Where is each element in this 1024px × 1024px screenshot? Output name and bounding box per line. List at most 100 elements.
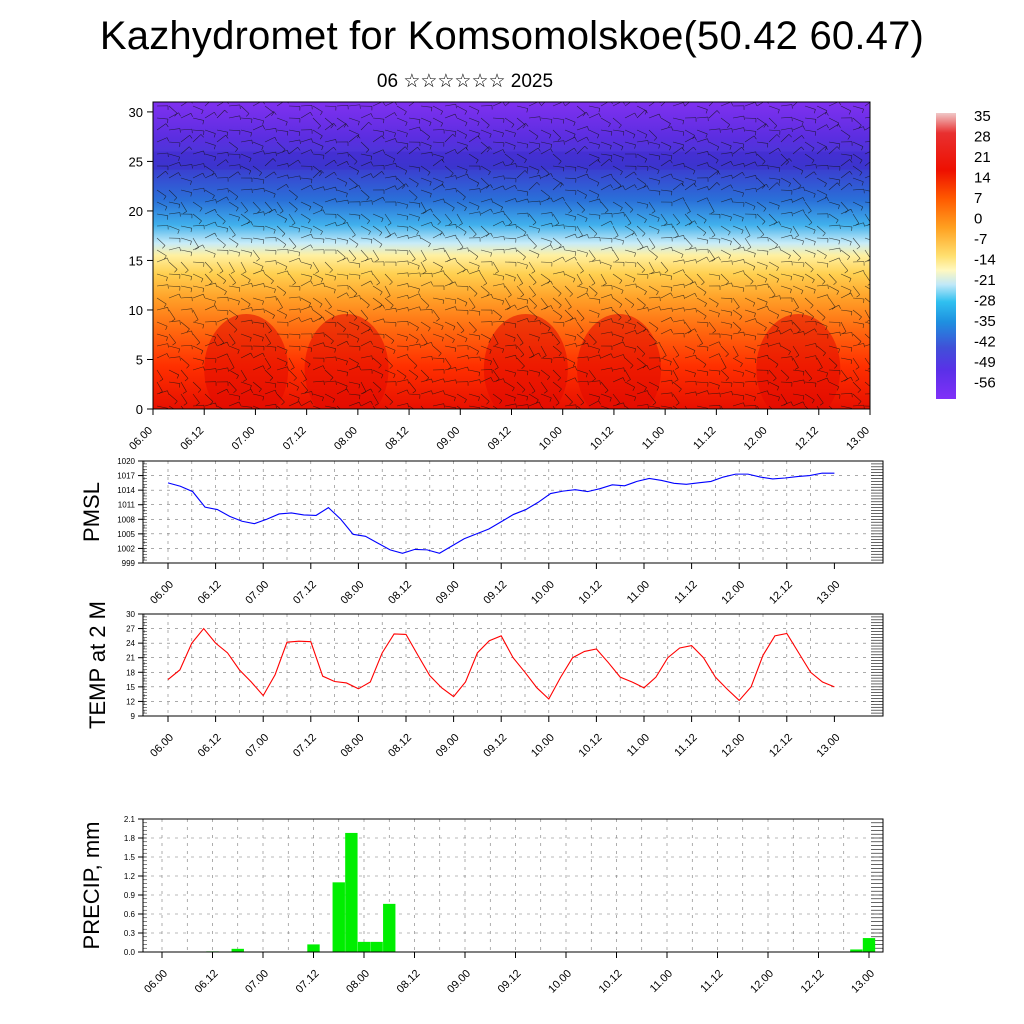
wind-barb-flag — [273, 111, 277, 115]
wind-barb-flag — [670, 329, 673, 334]
wind-barb-flag — [475, 256, 479, 260]
wind-barb — [180, 369, 189, 379]
wind-barb-flag — [777, 109, 780, 114]
wind-barb — [384, 225, 392, 236]
cross-section-x-tick-label: 06.12 — [178, 425, 206, 453]
wind-barb-flag — [323, 186, 325, 191]
wind-barb-flag — [488, 171, 491, 176]
wind-barb — [468, 285, 478, 294]
wind-barb-flag — [179, 162, 181, 167]
wind-barb — [312, 405, 323, 409]
wind-barb-flag — [597, 134, 600, 139]
wind-barb-flag — [343, 123, 347, 128]
wind-barb-flag — [387, 222, 392, 226]
wind-barb-flag — [674, 379, 679, 382]
wind-barb-flag — [455, 224, 457, 229]
wind-barb-flag — [786, 377, 790, 381]
wind-barb-flag — [425, 414, 428, 417]
wind-barb-flag — [819, 415, 822, 417]
wind-barb-flag — [359, 402, 361, 407]
wind-barb-flag — [861, 181, 864, 186]
wind-barb — [696, 116, 708, 119]
wind-barb-flag — [490, 184, 493, 189]
wind-barb-flag — [634, 144, 636, 149]
wind-barb — [456, 173, 468, 179]
wind-barb — [564, 249, 576, 253]
wind-barb — [516, 117, 526, 126]
wind-barb — [444, 405, 456, 409]
wind-barb — [792, 369, 804, 372]
wind-barb — [804, 249, 816, 255]
wind-barb — [252, 125, 264, 131]
wind-barb-flag — [754, 313, 756, 318]
wind-barb — [156, 237, 166, 246]
x-tick-label: 09.12 — [481, 732, 509, 760]
wind-barb — [204, 153, 216, 158]
wind-barb — [444, 213, 453, 223]
wind-barb-flag — [634, 184, 637, 189]
wind-barb — [624, 321, 636, 326]
wind-barb — [660, 141, 672, 147]
wind-barb — [612, 153, 624, 158]
wind-barb — [408, 293, 420, 299]
wind-barb — [564, 273, 576, 279]
wind-barb-flag — [539, 320, 541, 325]
wind-barb-flag — [742, 192, 744, 197]
wind-barb-flag — [765, 301, 768, 306]
wind-barb-flag — [547, 376, 550, 381]
wind-barb — [204, 221, 216, 227]
wind-barb-flag — [788, 134, 792, 138]
wind-barb — [732, 270, 744, 275]
wind-barb-flag — [476, 182, 480, 187]
wind-barb-flag — [202, 324, 205, 329]
wind-barb — [168, 333, 176, 343]
wind-barb — [864, 175, 870, 179]
wind-barb — [384, 333, 395, 341]
wind-barb — [732, 163, 744, 167]
wind-barb-flag — [815, 355, 817, 360]
wind-barb — [588, 309, 600, 315]
wind-barb-flag — [767, 390, 769, 395]
wind-barb-flag — [658, 113, 661, 118]
wind-barb-flag — [668, 123, 671, 128]
wind-barb-flag — [767, 343, 769, 348]
wind-barb-flag — [542, 355, 547, 358]
panel-y-title: PRECIP, mm — [79, 822, 104, 950]
wind-barb — [348, 249, 357, 259]
wind-barb-flag — [610, 131, 613, 136]
wind-barb-flag — [429, 122, 432, 127]
wind-barb — [600, 307, 612, 311]
wind-barb-flag — [531, 390, 536, 394]
wind-barb-flag — [190, 288, 193, 293]
wind-barb-flag — [440, 122, 444, 127]
wind-barb — [588, 273, 596, 284]
colorbar-label: -21 — [974, 272, 996, 289]
wind-barb-flag — [323, 342, 325, 347]
cross-section-x-tick-label: 12.12 — [793, 425, 821, 453]
wind-barb — [324, 393, 335, 400]
x-tick-label: 06.00 — [148, 579, 176, 607]
wind-barb-flag — [310, 244, 313, 249]
wind-barb — [852, 333, 862, 342]
wind-barb-flag — [742, 395, 745, 400]
wind-barb — [660, 392, 672, 395]
wind-barb — [600, 184, 611, 191]
wind-barb-flag — [370, 173, 373, 178]
wind-barb-flag — [334, 239, 337, 244]
wind-barb — [348, 185, 360, 191]
wind-barb — [540, 280, 551, 287]
wind-barb-flag — [330, 124, 334, 129]
wind-barb — [216, 109, 225, 119]
wind-barb-flag — [515, 224, 517, 229]
wind-barb — [828, 369, 841, 371]
wind-barb-flag — [574, 216, 576, 221]
wind-barb — [204, 402, 216, 407]
wind-barb — [312, 105, 323, 112]
wind-barb — [408, 126, 420, 131]
wind-barb-flag — [514, 133, 516, 138]
cross-section-x-tick-label: 12.00 — [742, 425, 770, 453]
wind-barb — [384, 405, 390, 409]
wind-barb-flag — [249, 385, 252, 390]
wind-barb — [168, 393, 178, 402]
wind-barb — [636, 365, 648, 371]
